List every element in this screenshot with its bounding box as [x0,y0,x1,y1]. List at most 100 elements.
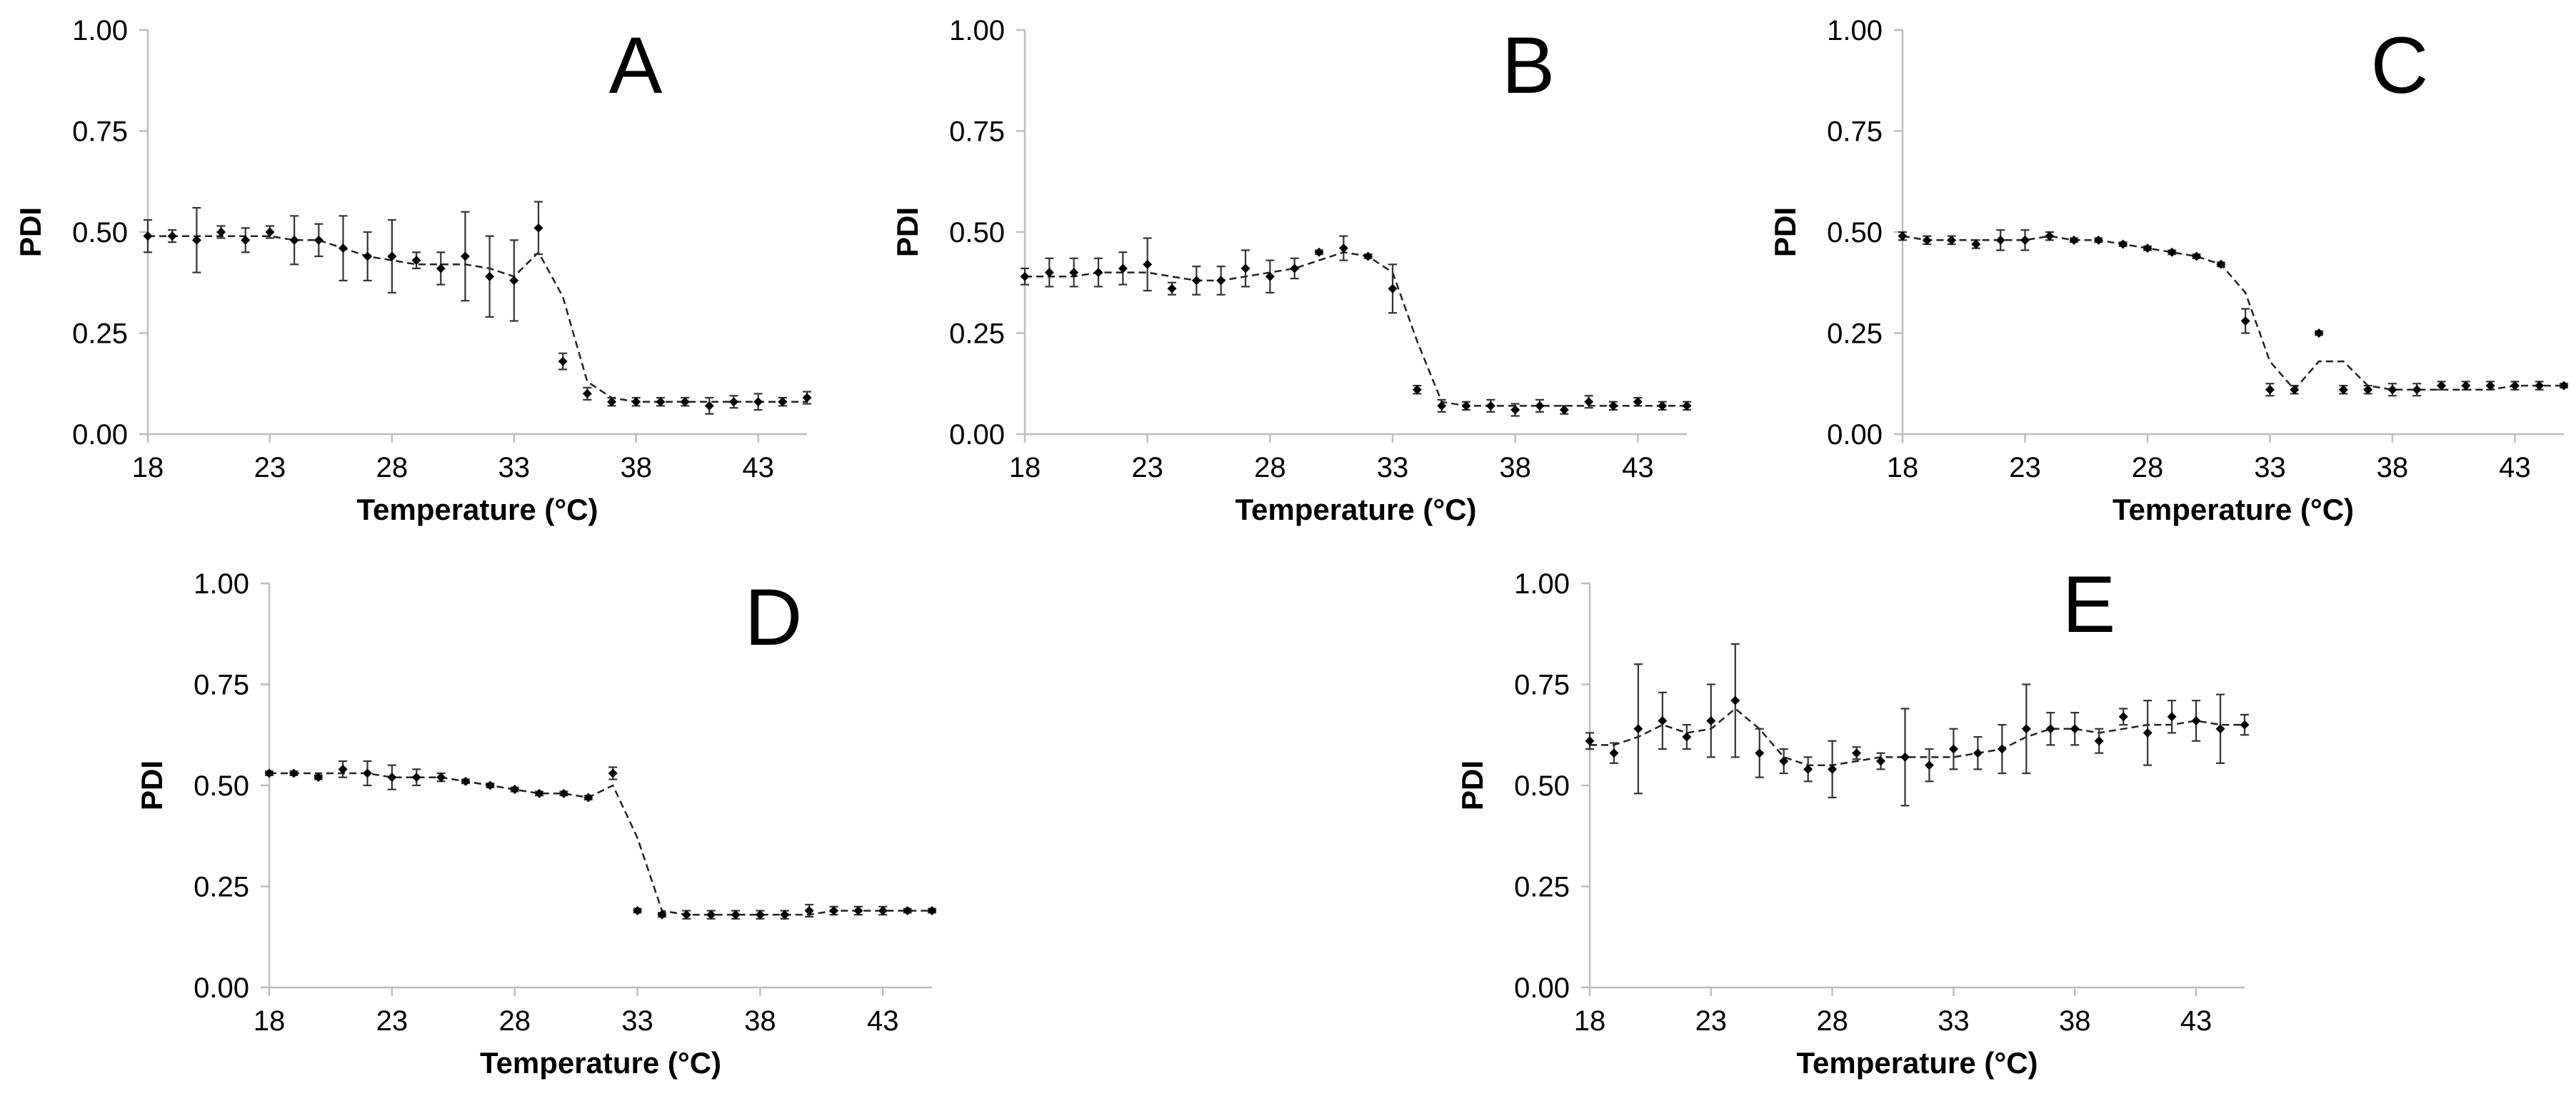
e-data-point [1658,715,1668,725]
d-data-point [387,773,397,783]
a-data-point [728,397,738,407]
e-data-point [1682,732,1692,742]
e-data-point [1948,744,1958,754]
a-data-point [778,397,788,407]
b-data-point [1069,268,1079,278]
b-data-point [1658,401,1668,411]
a-data-point [363,251,373,261]
d-data-point [289,768,299,778]
d-y-tick-label: 0.75 [194,670,249,701]
c-y-axis-title: PDI [1768,207,1802,257]
a-data-point [289,235,299,245]
d-data-point [878,905,888,915]
b-data-point [1167,283,1177,293]
c-x-tick-label: 38 [2377,452,2409,483]
a-data-point [411,256,421,266]
d-x-tick-label: 18 [254,1005,286,1037]
b-data-point [1608,401,1618,411]
c-data-point [2387,385,2397,395]
d-data-point [633,905,643,915]
b-data-point [1265,271,1275,281]
chart-panel-a: 0.00 0.25 0.50 0.75 1.00 18 23 28 33 38 43 Temperat… [14,15,812,526]
c-x-tick-label: 28 [2132,452,2164,483]
c-x-tick-label: 18 [1887,452,1919,483]
e-data-point [2021,724,2031,734]
b-data-point [1363,251,1373,261]
c-panel-label: C [2371,21,2429,110]
a-data-point [533,223,543,233]
a-data-point [485,271,495,281]
chart-panel-c: 0.00 0.25 0.50 0.75 1.00 18 23 28 33 38 43 Temperat… [1768,15,2569,526]
a-data-point [509,276,519,286]
b-data-point [1338,243,1348,253]
e-x-tick-label: 43 [2180,1005,2212,1037]
d-data-point [927,905,937,915]
e-data-point [2070,724,2080,734]
a-x-tick-label: 23 [254,452,286,483]
a-trend-line [148,235,807,403]
b-data-point [1388,283,1398,293]
c-data-point [2559,381,2569,391]
e-y-axis-title: PDI [1455,760,1489,810]
d-data-point [264,768,274,778]
e-data-point [2191,715,2201,725]
a-data-point [582,388,592,398]
d-y-tick-label: 0.00 [194,972,249,1004]
e-y-tick-label: 0.75 [1514,670,1570,701]
c-x-tick-label: 23 [2009,452,2041,483]
d-data-point [338,764,348,774]
e-data-point [1924,760,1934,770]
e-x-tick-label: 23 [1695,1005,1728,1037]
b-x-tick-label: 28 [1254,452,1286,483]
b-data-point [1510,405,1520,415]
d-y-tick-label: 1.00 [194,568,249,600]
b-data-point [1535,401,1545,411]
a-data-point [338,243,348,253]
e-data-point [1755,748,1765,758]
c-data-point [1947,235,1957,245]
e-x-tick-label: 18 [1574,1005,1606,1037]
a-x-tick-label: 38 [620,452,652,483]
b-data-point [1044,268,1054,278]
e-y-tick-label: 0.00 [1514,972,1570,1004]
d-data-point [804,905,814,915]
c-y-tick-label: 0.00 [1827,419,1883,451]
d-panel-label: D [745,573,803,662]
b-y-tick-label: 0.00 [949,419,1005,451]
c-y-tick-label: 0.75 [1827,116,1883,148]
b-data-point [1485,401,1495,411]
a-x-tick-label: 18 [132,452,164,483]
d-data-point [362,768,372,778]
d-x-axis-title: Temperature (°C) [480,1046,721,1080]
a-data-point [314,235,324,245]
b-data-point [1241,263,1251,273]
d-data-point [755,910,765,920]
b-data-point [1118,263,1128,273]
d-data-point [461,776,471,786]
d-y-tick-label: 0.25 [194,872,249,903]
a-data-point [191,235,201,245]
c-data-point [2240,316,2250,326]
d-data-point [534,788,544,798]
b-data-point [1559,405,1569,415]
c-data-point [2167,247,2177,257]
d-y-axis-title: PDI [135,760,169,810]
a-data-point [436,263,446,273]
c-x-axis-title: Temperature (°C) [2113,493,2354,526]
e-data-point [1633,724,1643,734]
e-y-tick-label: 0.25 [1514,872,1570,903]
c-data-point [2363,385,2373,395]
e-data-point [2045,724,2055,734]
e-data-point [1973,748,1983,758]
a-data-point [656,397,666,407]
b-x-tick-label: 43 [1622,452,1654,483]
b-x-tick-label: 33 [1377,452,1409,483]
a-data-point [143,231,153,241]
d-data-point [829,905,839,915]
a-data-point [265,227,275,237]
d-y-tick-label: 0.50 [194,770,249,802]
b-data-point [1682,401,1692,411]
c-data-point [2338,385,2348,395]
d-data-point [853,905,863,915]
b-x-tick-label: 23 [1131,452,1163,483]
